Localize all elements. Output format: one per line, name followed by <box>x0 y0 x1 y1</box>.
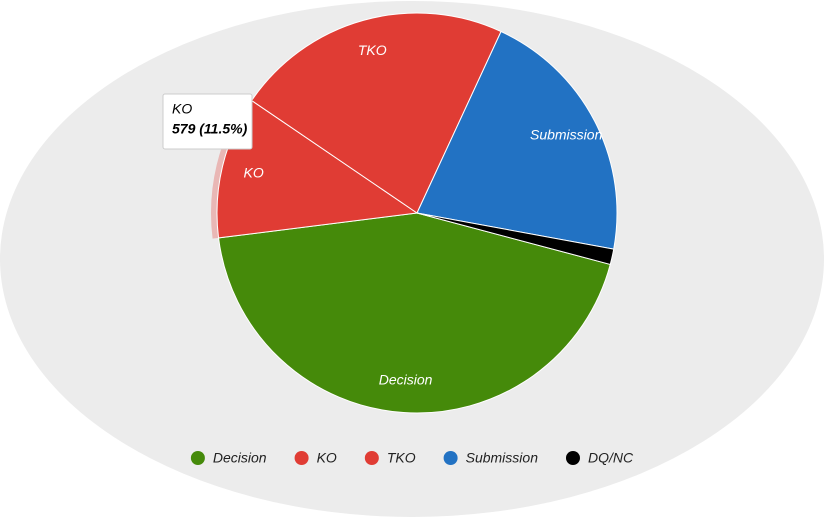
legend-label: Decision <box>213 450 267 466</box>
legend-marker <box>565 451 580 465</box>
slice-label: Submission <box>530 126 603 142</box>
tooltip-category: KO <box>172 101 192 117</box>
legend-marker <box>364 451 379 465</box>
legend-label: KO <box>317 450 337 466</box>
legend-marker <box>443 451 458 465</box>
slice <box>416 212 615 266</box>
tooltip-box <box>162 93 253 150</box>
legend-label: DQ/NC <box>588 450 634 466</box>
slice <box>250 12 502 214</box>
legend-marker <box>294 451 309 465</box>
legend-marker <box>190 451 205 465</box>
legend-label: TKO <box>387 450 416 466</box>
tooltip-value: 579 (11.5%) <box>172 121 248 137</box>
slice <box>217 212 611 414</box>
slice-label: TKO <box>358 42 387 58</box>
tooltip: KO 579 (11.5%) <box>162 93 253 150</box>
slice-label: Decision <box>379 371 433 387</box>
legend-label: Submission <box>466 450 539 466</box>
slice-label: KO <box>244 164 264 180</box>
slice <box>416 30 618 250</box>
